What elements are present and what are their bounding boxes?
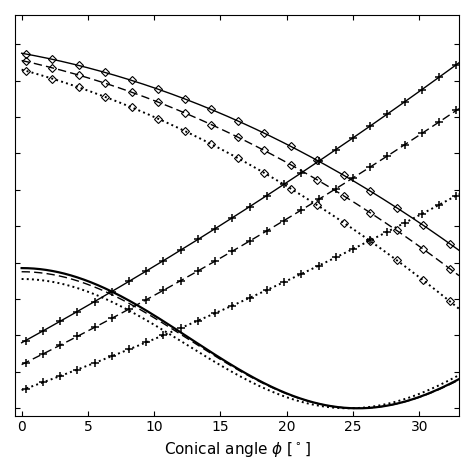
X-axis label: Conical angle $\phi$ [$^\circ$]: Conical angle $\phi$ [$^\circ$] [164,440,310,459]
